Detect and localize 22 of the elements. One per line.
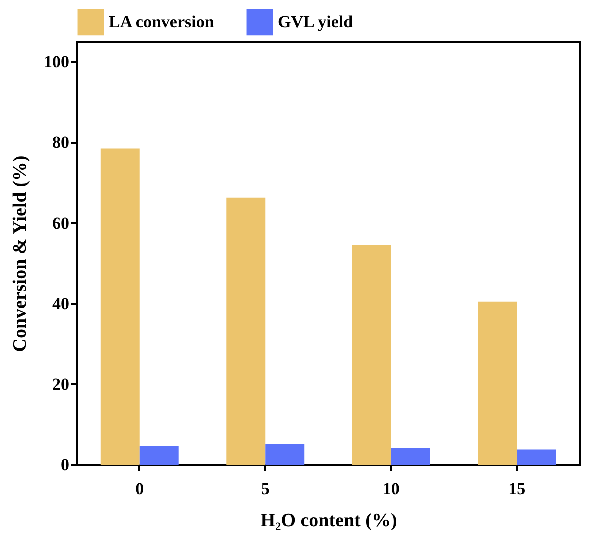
bar — [391, 448, 430, 465]
y-tick-label: 80 — [52, 133, 70, 152]
bar — [226, 198, 266, 465]
x-tick-label: 0 — [136, 480, 144, 498]
x-tick-label: 10 — [382, 480, 400, 498]
bar — [352, 245, 392, 465]
legend-label: LA conversion — [109, 12, 215, 32]
bar — [478, 302, 518, 465]
x-tick-label: 5 — [261, 480, 270, 498]
y-tick-label: 20 — [52, 374, 70, 394]
bar — [100, 148, 140, 465]
y-tick-label: 100 — [44, 52, 70, 72]
bar — [517, 450, 556, 465]
y-tick-label: 60 — [52, 214, 70, 233]
y-tick-label: 40 — [52, 294, 70, 314]
bar — [140, 446, 179, 465]
x-axis-title: H₂O content (%) — [260, 510, 398, 532]
y-tick-label: 0 — [61, 456, 70, 474]
x-tick-label: 15 — [508, 480, 526, 498]
legend-label: GVL yield — [278, 12, 354, 32]
bar — [266, 444, 305, 465]
y-axis-title: Conversion & Yield (%) — [10, 156, 31, 352]
